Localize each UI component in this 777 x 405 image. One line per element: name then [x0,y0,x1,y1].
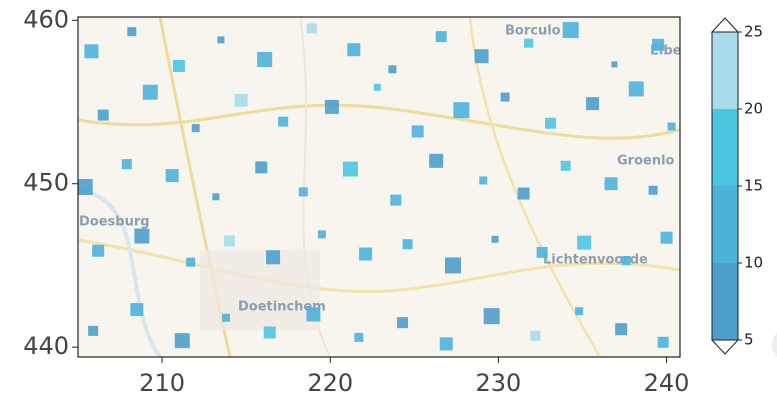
marker [98,110,109,121]
marker [524,39,533,48]
marker [92,245,104,257]
marker [374,84,381,91]
colorbar-segment [712,109,738,186]
marker [484,308,500,324]
marker [222,314,230,322]
marker [354,333,363,342]
x-tick-label: 230 [475,369,521,397]
marker [306,308,320,322]
marker [658,337,669,348]
colorbar-tick-label: 15 [744,177,763,195]
marker [224,235,235,246]
marker [501,93,510,102]
marker [217,36,224,43]
marker [307,23,317,33]
colorbar-tick-label: 25 [744,23,763,41]
marker [175,333,190,348]
basemap: Borculo Eibe Groenlo Doesburg Lichtenvoo… [77,17,682,357]
page: {"chart_data": {"type": "scatter", "xlim… [0,0,777,401]
marker [343,162,358,177]
marker [77,179,93,195]
colorbar-segment [712,32,738,109]
marker [537,247,548,258]
marker [397,317,408,328]
marker [299,187,308,196]
x-tick-label: 240 [644,369,690,397]
marker [545,118,556,129]
marker [615,323,627,335]
marker [359,248,372,261]
marker [257,52,272,67]
marker [475,49,489,63]
marker [611,61,617,67]
marker [622,256,631,265]
y-tick-label: 440 [23,332,69,360]
colorbar-extend [712,18,738,32]
colorbar-segment [712,263,738,340]
colorbar-tick-label: 10 [744,254,763,272]
marker [586,97,599,110]
x-tick-label: 210 [139,369,185,397]
y-tick-label: 450 [23,169,69,197]
marker [668,123,676,131]
marker [561,161,571,171]
y-tick-label: 460 [23,5,69,33]
marker [127,27,136,36]
marker [166,169,179,182]
x-tick-label: 220 [307,369,353,397]
chart: Borculo Eibe Groenlo Doesburg Lichtenvoo… [0,0,777,401]
marker [453,102,469,118]
marker [661,232,673,244]
marker [445,257,461,273]
colorbar-extend [712,340,738,354]
marker [388,65,396,73]
marker [429,154,443,168]
marker [563,22,579,38]
marker [347,43,360,56]
marker [212,193,219,200]
marker [88,326,98,336]
place-label: Borculo [505,24,561,39]
marker [575,307,583,315]
marker [649,186,658,195]
marker [629,81,644,96]
marker [318,230,326,238]
marker [412,125,424,137]
marker [278,117,288,127]
marker [530,331,540,341]
colorbar-segment [712,186,738,263]
marker [134,229,149,244]
marker [130,303,143,316]
marker [255,161,267,173]
marker [577,236,591,250]
marker [390,195,401,206]
marker [235,94,248,107]
colorbar-tick-label: 5 [744,331,754,349]
marker [440,337,453,350]
place-label: Lichtenvoorde [543,253,648,268]
marker [518,188,530,200]
marker [479,176,487,184]
marker [264,326,276,338]
marker [492,236,499,243]
place-label: Groenlo [617,154,675,169]
marker [192,124,200,132]
marker [403,239,413,249]
marker [266,250,280,264]
overlay-button [772,327,777,363]
marker [173,60,185,72]
marker [186,258,195,267]
marker [84,44,98,58]
place-label: Doesburg [79,215,150,230]
marker [605,177,618,190]
marker [122,159,132,169]
marker [143,85,158,100]
marker [325,100,339,114]
marker [652,39,664,51]
marker [436,31,447,42]
colorbar-tick-label: 20 [744,100,763,118]
